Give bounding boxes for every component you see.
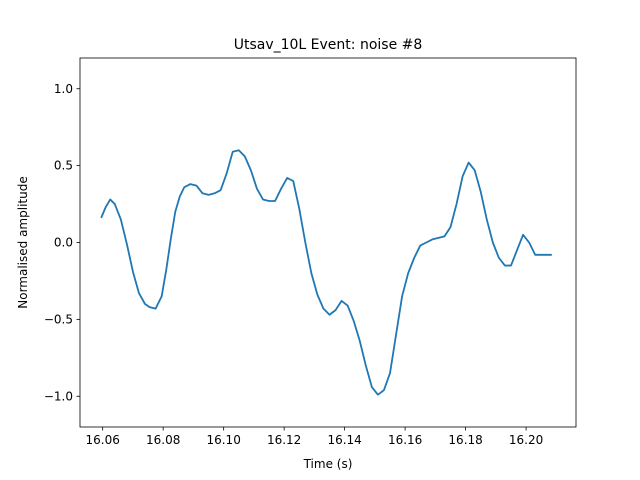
y-tick-label: −0.5 [44,312,73,326]
x-axis-label: Time (s) [303,457,353,471]
x-tick-label: 16.10 [206,433,240,447]
x-axis: 16.06 16.08 16.10 16.12 16.14 16.16 16.18 16.20 [86,427,543,447]
chart-title: Utsav_10L Event: noise #8 [234,37,423,53]
x-tick-label: 16.16 [388,433,422,447]
y-tick-label: −1.0 [44,389,73,403]
x-tick-label: 16.06 [86,433,120,447]
y-tick-label: 0.5 [54,159,73,173]
x-tick-label: 16.12 [267,433,301,447]
plot-area [100,149,552,396]
y-tick-label: 1.0 [54,82,73,96]
x-tick-label: 16.20 [509,433,543,447]
x-tick-label: 16.14 [327,433,361,447]
y-axis-label: Normalised amplitude [16,176,30,308]
x-tick-label: 16.08 [146,433,180,447]
axes-frame [79,57,577,428]
x-tick-label: 16.18 [448,433,482,447]
y-tick-label: 0.0 [54,236,73,250]
series-line [100,149,552,396]
y-axis: 1.0 0.5 0.0 −0.5 −1.0 [44,82,80,403]
